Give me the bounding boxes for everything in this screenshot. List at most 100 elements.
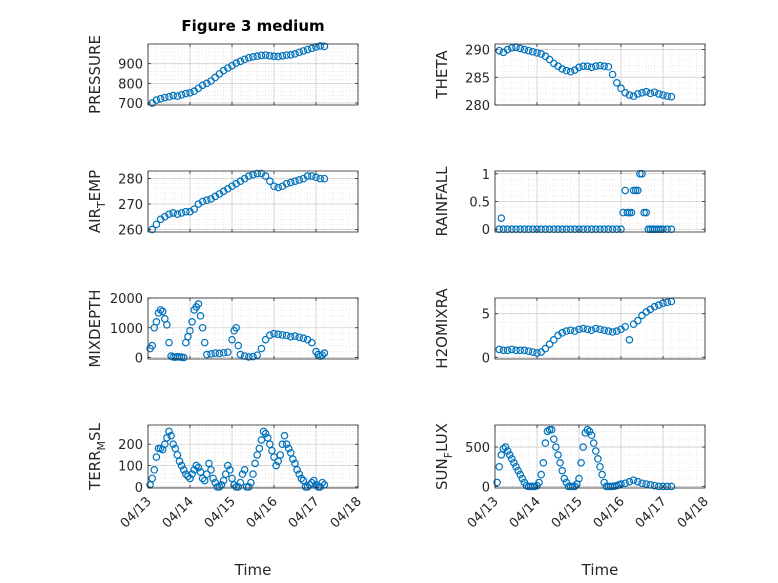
data-point (242, 483, 251, 491)
data-point (261, 429, 270, 438)
data-point (152, 453, 161, 461)
axes-box (147, 43, 359, 106)
data-point (604, 327, 613, 335)
data-point (503, 346, 512, 355)
y-tick-label: 2000 (110, 292, 143, 307)
data-point (516, 44, 525, 53)
data-point (659, 482, 667, 491)
data-point (257, 51, 266, 60)
data-point (274, 457, 283, 466)
data-point (261, 51, 270, 59)
data-point (186, 326, 194, 335)
data-point (528, 348, 537, 356)
data-point (253, 351, 262, 359)
data-point (278, 440, 287, 449)
data-point (224, 64, 232, 72)
data-point (583, 325, 592, 334)
y-axis-label: SUNFLUX (433, 423, 455, 490)
x-axis-label: Time (581, 561, 619, 579)
data-point (579, 443, 588, 451)
data-point (636, 169, 644, 178)
data-point (247, 478, 255, 487)
data-point (598, 470, 606, 479)
data-point (545, 340, 554, 348)
data-point (286, 332, 295, 341)
data-point (173, 210, 182, 219)
data-point (549, 225, 558, 234)
data-point (207, 350, 215, 358)
data-point (585, 427, 594, 436)
data-point (152, 220, 161, 229)
x-axis-label: Time (234, 561, 272, 579)
data-point (207, 466, 215, 474)
data-point (617, 225, 625, 234)
data-point (507, 225, 516, 234)
data-point (667, 92, 676, 101)
data-point (251, 459, 259, 468)
data-point (226, 466, 234, 474)
data-point (211, 349, 220, 357)
data-point (518, 474, 527, 483)
data-point (196, 312, 205, 320)
data-point (516, 225, 525, 234)
data-point (608, 328, 617, 336)
data-point (608, 225, 617, 234)
data-point (278, 331, 287, 339)
data-point (265, 52, 274, 60)
data-point (545, 55, 554, 64)
data-point (612, 79, 621, 87)
data-point (524, 46, 533, 55)
data-point (316, 483, 325, 491)
data-point (307, 44, 316, 53)
data-point (286, 448, 295, 457)
data-point (654, 225, 663, 234)
data-point (507, 44, 516, 52)
data-point (510, 458, 518, 467)
data-point (541, 225, 550, 234)
data-point (303, 172, 312, 180)
y-axis-label: RAINFALL (433, 166, 451, 237)
data-point (625, 208, 634, 217)
data-point (165, 427, 173, 436)
data-point (173, 451, 182, 459)
y-tick-label: 1000 (110, 322, 143, 337)
data-point (198, 474, 207, 483)
axes-box (494, 297, 706, 360)
data-point (549, 336, 558, 344)
data-point (638, 169, 646, 178)
data-point (507, 345, 516, 354)
data-point (583, 62, 592, 70)
data-point (558, 225, 567, 234)
data-point (587, 431, 596, 440)
data-point (253, 52, 262, 61)
data-point (154, 444, 163, 453)
data-point (192, 461, 201, 470)
data-point (232, 59, 241, 67)
data-point (297, 474, 306, 483)
data-point (169, 440, 178, 449)
data-point (558, 65, 567, 73)
y-tick-label: 0.5 (469, 196, 490, 211)
y-tick-label: 500 (465, 441, 490, 456)
data-point (316, 174, 325, 183)
data-point (577, 458, 585, 467)
data-point (205, 459, 213, 468)
data-point (558, 329, 567, 337)
data-point (612, 327, 621, 335)
y-tick-label: 280 (118, 173, 143, 188)
data-point (575, 225, 583, 234)
data-point (272, 461, 280, 470)
data-point (589, 439, 598, 447)
data-point (265, 331, 274, 340)
data-point (270, 329, 278, 338)
data-point (579, 62, 588, 70)
data-point (499, 225, 508, 234)
data-point (265, 440, 274, 449)
data-point (177, 461, 186, 470)
data-point (307, 478, 316, 487)
data-point (642, 87, 651, 96)
data-point (560, 474, 569, 483)
data-point (545, 425, 554, 434)
data-point (541, 344, 550, 353)
data-point (612, 225, 621, 234)
